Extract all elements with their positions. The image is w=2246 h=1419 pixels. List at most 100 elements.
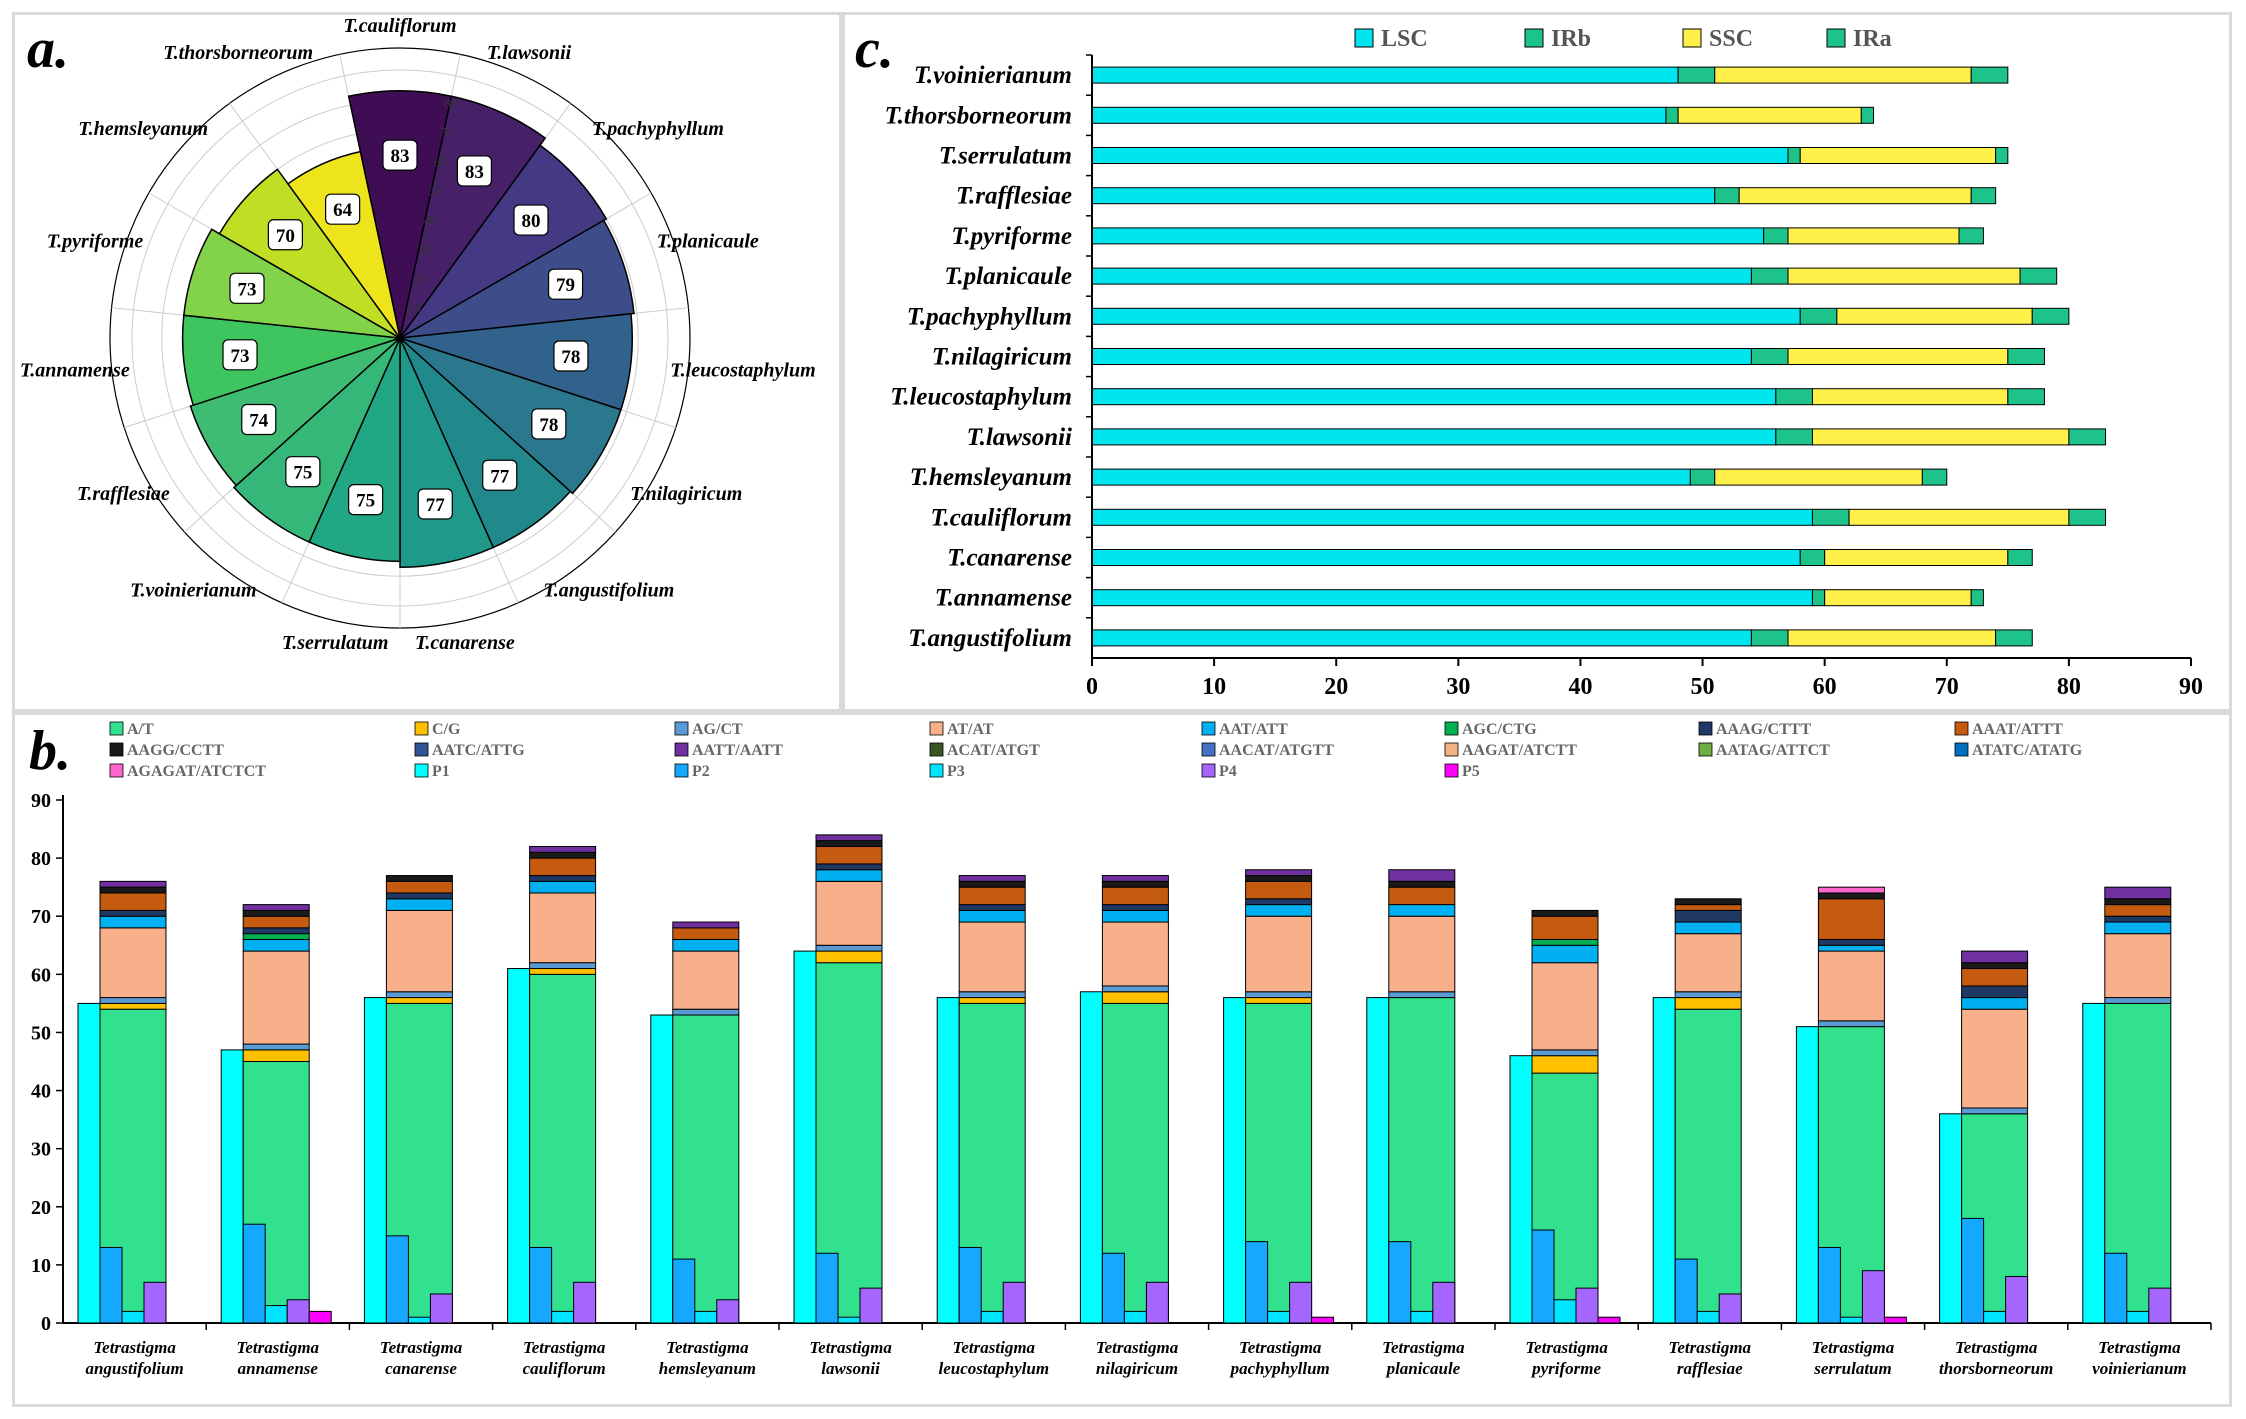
y-tick-label: 0	[41, 1313, 51, 1335]
bar-P2	[1531, 1229, 1555, 1324]
stack-seg-AG/CT	[1674, 991, 1742, 999]
bar-SSC	[1677, 106, 1862, 124]
wedge-T.pyriforme	[182, 228, 401, 339]
bar-LSC	[1091, 549, 1801, 566]
legend-swatch-IRa	[1826, 28, 1846, 48]
bar-P3	[121, 1310, 145, 1324]
stack-seg-C/G	[529, 968, 597, 975]
bar-IRb	[1787, 147, 1801, 164]
stack-seg-AATT/AATT	[672, 921, 740, 929]
legend-label: AAAG/CTTT	[1716, 721, 1811, 738]
category-label: T.leucostaphylum	[670, 360, 815, 382]
bar-P3	[694, 1310, 718, 1324]
bar-P4	[1432, 1281, 1456, 1324]
value-label: 78	[561, 347, 580, 368]
stack-seg-AAAG/CTTT	[529, 875, 597, 882]
legend-label: P5	[1462, 763, 1480, 780]
stack-seg-AG/CT	[815, 944, 883, 952]
legend-swatch	[674, 763, 689, 778]
stack-seg-AAT/ATT	[242, 938, 310, 952]
value-label: 83	[391, 146, 410, 167]
category-label-species: lawsonii	[821, 1359, 880, 1378]
stack-seg-AATT/AATT	[242, 904, 310, 911]
legend-label: AATAG/ATTCT	[1716, 742, 1830, 759]
value-box	[222, 339, 258, 371]
legend-swatch	[1954, 721, 1969, 736]
panel-b-label: b.	[29, 720, 71, 782]
legend-swatch	[1954, 742, 1969, 757]
legend-swatch	[414, 721, 429, 736]
stack-seg-AAAG/CTTT	[1817, 938, 1885, 946]
bar-P3	[1410, 1310, 1434, 1324]
bar-P3	[1696, 1310, 1720, 1324]
stack-seg-AAAT/ATTT	[242, 915, 310, 929]
bar-LSC	[1091, 147, 1789, 164]
legend-label: A/T	[127, 721, 154, 738]
category-label: T.lawsonii	[487, 42, 572, 64]
legend-swatch	[929, 721, 944, 736]
category-label: T.nilagiricum	[630, 483, 742, 505]
bar-P4	[1575, 1287, 1599, 1324]
stack-seg-AAGG/CCTT	[1388, 880, 1456, 888]
stack-seg-AAAT/ATTT	[1674, 904, 1742, 911]
stack-seg-AAGG/CCTT	[529, 851, 597, 859]
stack-seg-AAT/ATT	[1531, 944, 1599, 964]
bar-SSC	[1787, 348, 2009, 365]
bar-LSC	[1091, 629, 1752, 647]
category-label: T.voinierianum	[130, 579, 257, 601]
value-box	[325, 193, 361, 225]
radial-tick-label: 30	[418, 242, 433, 257]
legend-label: AAAT/ATTT	[1972, 721, 2063, 738]
category-label-species: voinierianum	[2092, 1359, 2186, 1378]
stack-seg-C/G	[385, 997, 453, 1004]
legend-label-IRb: IRb	[1551, 26, 1591, 52]
stack-seg-AAT/ATT	[2104, 921, 2172, 935]
stack-seg-AATT/AATT	[99, 880, 167, 888]
stack-seg-AAGG/CCTT	[2104, 898, 2172, 906]
category-label: T.angustifolium	[543, 579, 674, 601]
category-label: T.planicaule	[657, 231, 759, 253]
legend-label-SSC: SSC	[1709, 26, 1753, 52]
bar-P4	[573, 1281, 597, 1324]
stack-seg-AATT/AATT	[1245, 869, 1313, 877]
bar-IRb	[1750, 348, 1789, 365]
legend-label: AG/CT	[692, 721, 743, 738]
category-label-species: rafflesiae	[1677, 1359, 1743, 1378]
stack-seg-AAAT/ATTT	[1388, 886, 1456, 906]
bar-SSC	[1787, 227, 1960, 245]
stack-seg-AG/CT	[1245, 991, 1313, 999]
bar-P1	[1795, 1026, 1819, 1324]
stack-seg-AG/CT	[1101, 985, 1169, 993]
category-label-genus: Tetrastigma	[666, 1338, 749, 1357]
stack-seg-AG/CT	[958, 991, 1026, 999]
wedge-T.planicaule	[399, 219, 635, 339]
stack-seg-AAAT/ATTT	[815, 845, 883, 865]
wedge-T.lawsonii	[399, 95, 547, 339]
x-tick-label: 20	[1324, 674, 1348, 700]
value-box	[531, 408, 567, 440]
bar-IRb	[1665, 106, 1679, 124]
stack-seg-AATT/AATT	[529, 845, 597, 853]
stack-seg-AAT/ATT	[385, 898, 453, 911]
category-label-genus: Tetrastigma	[953, 1338, 1036, 1357]
x-tick-label: 10	[1202, 674, 1226, 700]
bar-SSC	[1811, 388, 2009, 406]
y-tick-label: 50	[31, 1022, 51, 1044]
bar-LSC	[1091, 589, 1813, 607]
value-box	[348, 484, 384, 516]
stack-seg-AG/CT	[529, 962, 597, 970]
bar-IRa	[1921, 468, 1948, 486]
bar-P2	[958, 1246, 982, 1324]
stack-seg-AG/CT	[1817, 1020, 1885, 1028]
panel-b: b. A/T C/G AG/CT AT/AT AAT/ATT AGC/CTG AAAG/CT…	[12, 712, 2232, 1407]
stack-seg-AAAT/ATTT	[1961, 968, 2029, 987]
legend-swatch-IRb	[1524, 28, 1544, 48]
category-label: T.hemsleyanum	[78, 118, 208, 140]
stack-seg-AAT/ATT	[1817, 944, 1885, 952]
legend-label: AGC/CTG	[1462, 721, 1537, 738]
value-label: 73	[231, 346, 250, 367]
bar-SSC	[1787, 267, 2021, 285]
bar-P3	[2126, 1310, 2150, 1324]
bar-IRb	[1677, 66, 1716, 84]
category-label: T.serrulatum	[282, 632, 389, 654]
